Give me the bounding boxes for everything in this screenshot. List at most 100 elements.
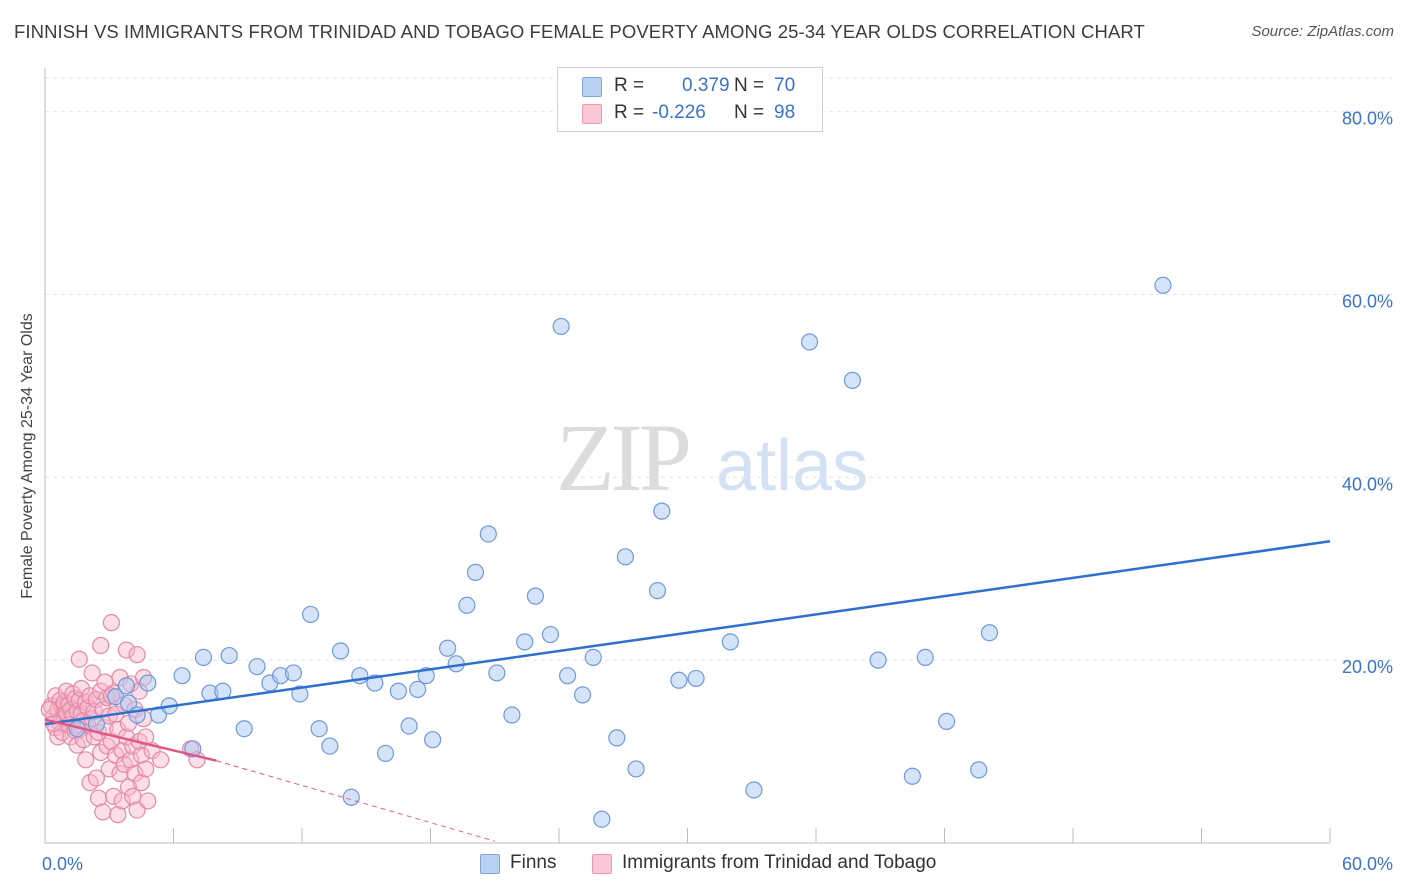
tt-point bbox=[109, 806, 127, 824]
finns-legend-label: Finns bbox=[510, 852, 557, 873]
finns-point bbox=[938, 712, 956, 731]
finns-point bbox=[721, 633, 739, 651]
finns-point bbox=[593, 810, 611, 828]
tt-n-label: N = bbox=[734, 102, 765, 123]
finns-swatch-icon bbox=[582, 77, 602, 97]
tt-point bbox=[102, 614, 120, 632]
finns-point bbox=[342, 788, 360, 806]
finns-r-value: 0.379 bbox=[682, 75, 730, 96]
tt-n-value: 98 bbox=[774, 102, 796, 123]
finns-point bbox=[648, 582, 667, 600]
watermark-atlas: atlas bbox=[716, 426, 868, 506]
finns-point bbox=[903, 767, 921, 785]
tt-point bbox=[113, 742, 131, 760]
finns-point bbox=[541, 625, 560, 644]
finns-point bbox=[916, 648, 934, 667]
finns-point bbox=[321, 737, 339, 755]
finns-point bbox=[526, 587, 545, 605]
finns-legend-swatch-icon bbox=[480, 854, 500, 874]
tt-point bbox=[117, 641, 135, 659]
finns-point bbox=[301, 605, 320, 624]
tt-trend-line bbox=[44, 718, 217, 762]
finns-point bbox=[284, 664, 303, 682]
y-tick-label: 20.0% bbox=[1342, 657, 1393, 677]
finns-point bbox=[466, 563, 485, 581]
x-tick-label: 60.0% bbox=[1342, 854, 1393, 874]
finns-point bbox=[235, 720, 253, 738]
tt-point bbox=[87, 769, 106, 787]
tt-point bbox=[122, 751, 140, 769]
correlation-legend: R = 0.379 N = 70 R = -0.226 N = 98 bbox=[557, 67, 823, 132]
finns-point bbox=[843, 371, 862, 389]
tt-point bbox=[137, 760, 155, 778]
tt-point bbox=[92, 682, 110, 700]
finns-point bbox=[503, 706, 521, 724]
y-tick-label: 60.0% bbox=[1342, 291, 1393, 311]
finns-point bbox=[516, 633, 534, 651]
finns-point bbox=[608, 729, 626, 747]
finns-point bbox=[616, 548, 634, 566]
finns-point bbox=[552, 317, 570, 336]
finns-point bbox=[670, 671, 688, 689]
finns-point bbox=[745, 781, 763, 799]
finns-point bbox=[194, 648, 213, 667]
finns-point bbox=[488, 664, 506, 682]
finns-point bbox=[400, 717, 418, 735]
tt-trend-line-extension bbox=[216, 760, 495, 842]
tt-point bbox=[126, 764, 144, 783]
finns-point bbox=[220, 646, 238, 665]
finns-point bbox=[389, 682, 407, 700]
x-tick-label: 0.0% bbox=[42, 854, 83, 874]
tt-point bbox=[152, 751, 170, 769]
finns-trend-line bbox=[44, 540, 1331, 726]
tt-point bbox=[128, 646, 146, 664]
tt-point bbox=[70, 650, 88, 668]
finns-point bbox=[479, 525, 497, 543]
finns-point bbox=[687, 669, 705, 688]
finns-point bbox=[439, 639, 457, 657]
finns-point bbox=[173, 667, 191, 685]
finns-point bbox=[1154, 276, 1172, 294]
finns-point bbox=[573, 686, 592, 704]
finns-point bbox=[424, 731, 442, 749]
finns-point bbox=[139, 674, 157, 692]
finns-point bbox=[558, 667, 577, 685]
finns-n-value: 70 bbox=[774, 75, 796, 96]
tt-point bbox=[139, 792, 157, 810]
tt-point bbox=[92, 636, 110, 655]
finns-r-label: R = bbox=[614, 75, 645, 96]
chart-title: FINNISH VS IMMIGRANTS FROM TRINIDAD AND … bbox=[14, 21, 1145, 42]
tt-r-label: R = bbox=[614, 102, 645, 123]
watermark-zip: ZIP bbox=[556, 404, 689, 511]
tt-point bbox=[89, 789, 108, 807]
finns-point bbox=[409, 680, 427, 699]
tt-legend-swatch-icon bbox=[592, 854, 612, 874]
finns-point bbox=[331, 642, 350, 660]
finns-point bbox=[310, 720, 328, 738]
tt-point bbox=[132, 774, 150, 792]
tt-legend-label: Immigrants from Trinidad and Tobago bbox=[622, 852, 937, 873]
finns-point bbox=[980, 624, 999, 642]
tt-r-value: -0.226 bbox=[652, 102, 706, 123]
tt-point bbox=[40, 700, 58, 719]
source-label: Source: ZipAtlas.com bbox=[1251, 23, 1394, 40]
tt-swatch-icon bbox=[582, 104, 602, 124]
finns-point bbox=[291, 685, 309, 703]
tt-point bbox=[83, 664, 101, 682]
finns-point bbox=[117, 677, 135, 695]
tt-point bbox=[104, 787, 123, 805]
finns-point bbox=[800, 333, 819, 351]
finns-n-label: N = bbox=[734, 75, 765, 96]
finns-point bbox=[248, 657, 266, 676]
finns-point bbox=[627, 760, 645, 778]
tt-point bbox=[111, 764, 129, 783]
finns-point bbox=[653, 502, 671, 520]
finns-point bbox=[970, 761, 988, 779]
tt-point bbox=[94, 803, 112, 821]
finns-point bbox=[584, 648, 602, 667]
y-tick-label: 40.0% bbox=[1342, 474, 1393, 494]
y-tick-label: 80.0% bbox=[1342, 109, 1393, 129]
finns-point bbox=[458, 596, 476, 614]
finns-point bbox=[869, 651, 887, 669]
